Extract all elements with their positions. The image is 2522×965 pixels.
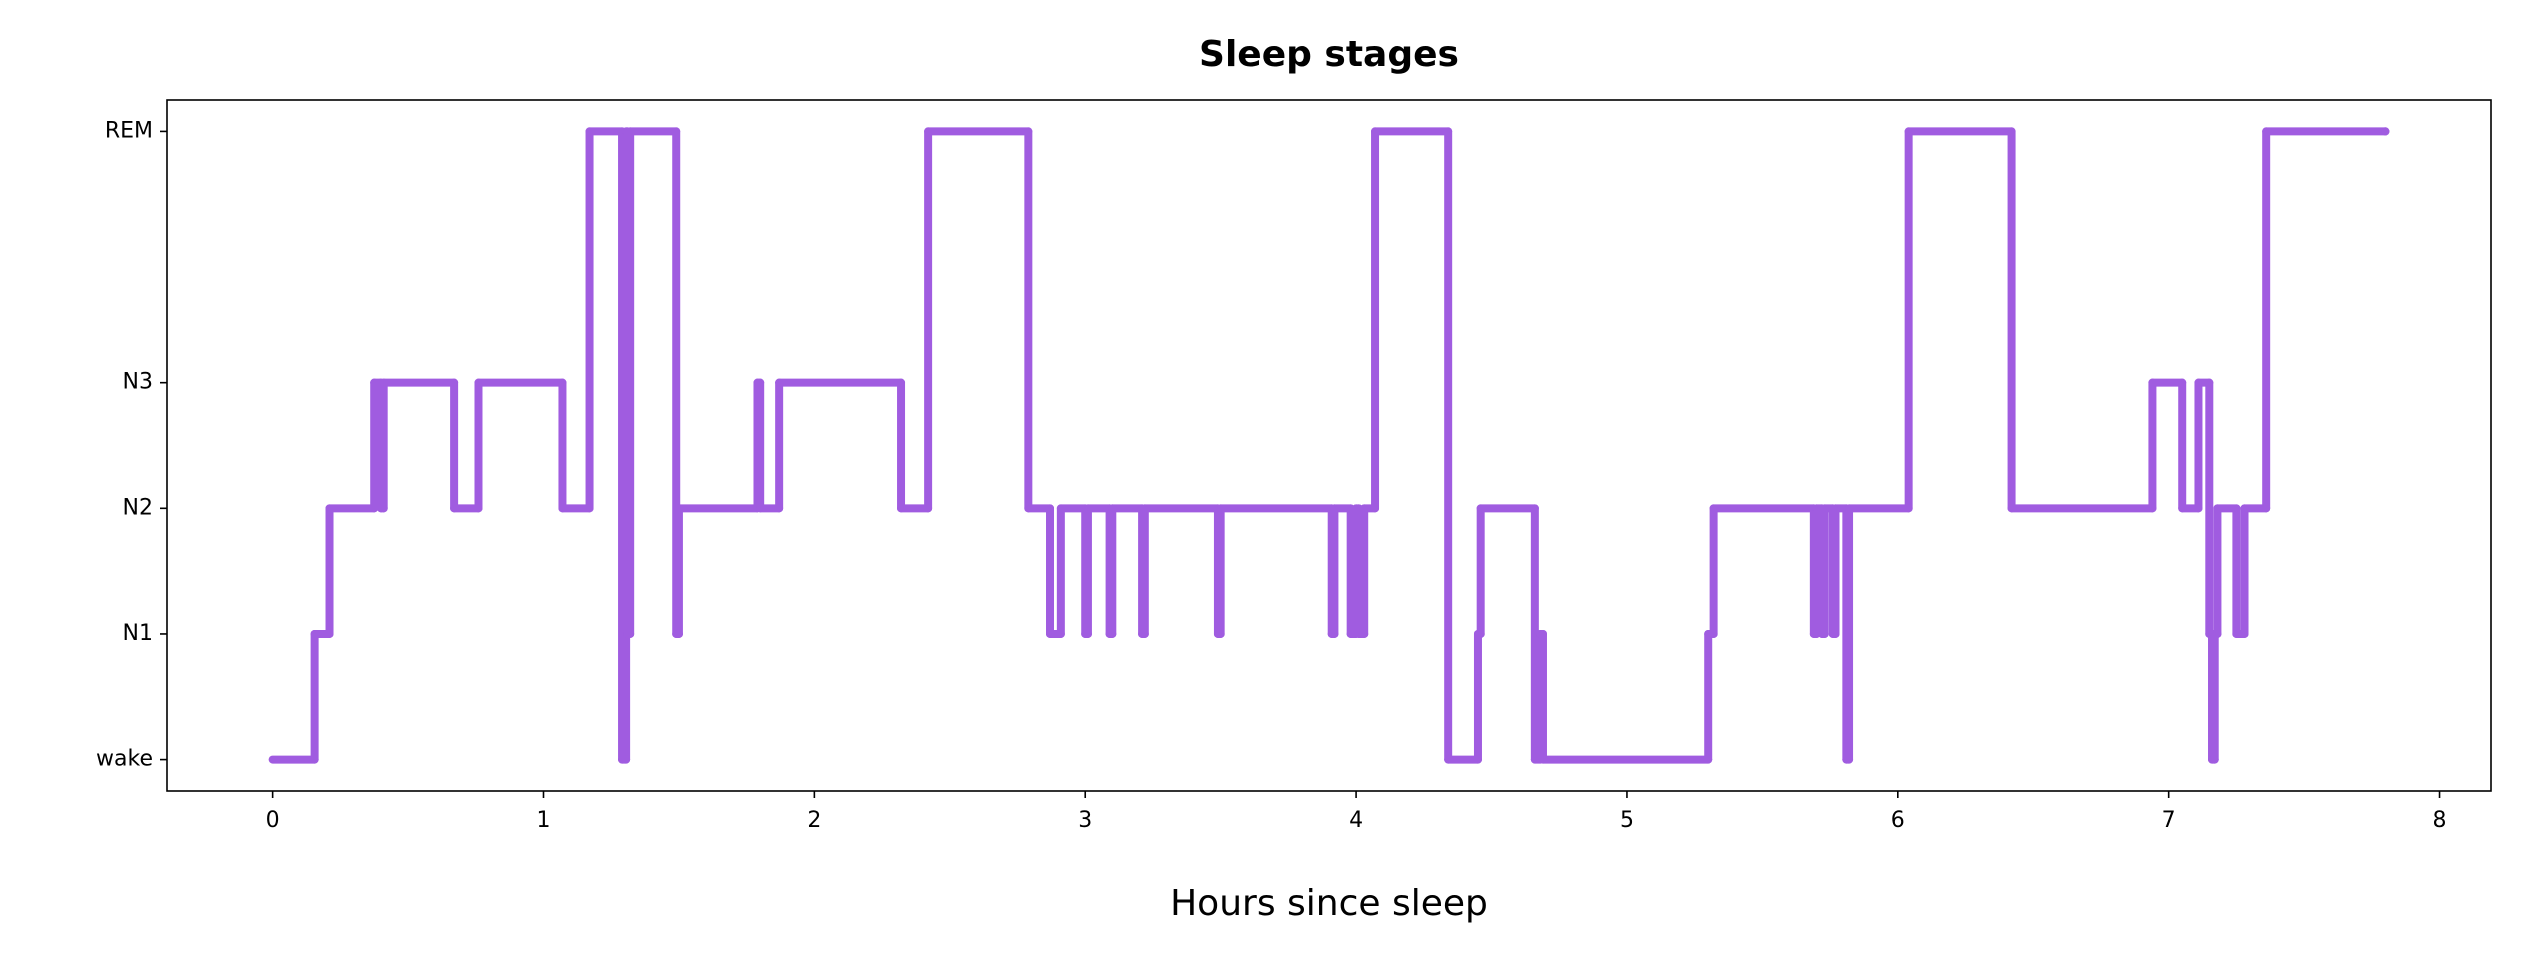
y-tick-label: N1 bbox=[123, 621, 153, 646]
x-tick-label: 2 bbox=[807, 808, 821, 833]
x-tick-label: 0 bbox=[266, 808, 280, 833]
y-tick-label: wake bbox=[96, 747, 153, 772]
x-tick-label: 7 bbox=[2162, 808, 2176, 833]
y-tick-label: N2 bbox=[123, 495, 153, 520]
x-tick-label: 5 bbox=[1620, 808, 1634, 833]
x-tick-label: 1 bbox=[536, 808, 550, 833]
plot-frame bbox=[166, 99, 2492, 792]
y-tick-label: REM bbox=[105, 118, 153, 143]
x-axis-label: Hours since sleep bbox=[1170, 883, 1488, 924]
x-tick-label: 3 bbox=[1078, 808, 1092, 833]
x-tick-label: 8 bbox=[2433, 808, 2447, 833]
chart-title: Sleep stages bbox=[1199, 34, 1459, 75]
x-tick-label: 4 bbox=[1349, 808, 1363, 833]
y-tick-label: N3 bbox=[123, 370, 153, 395]
line-end bbox=[2381, 127, 2390, 136]
x-tick-label: 6 bbox=[1891, 808, 1905, 833]
